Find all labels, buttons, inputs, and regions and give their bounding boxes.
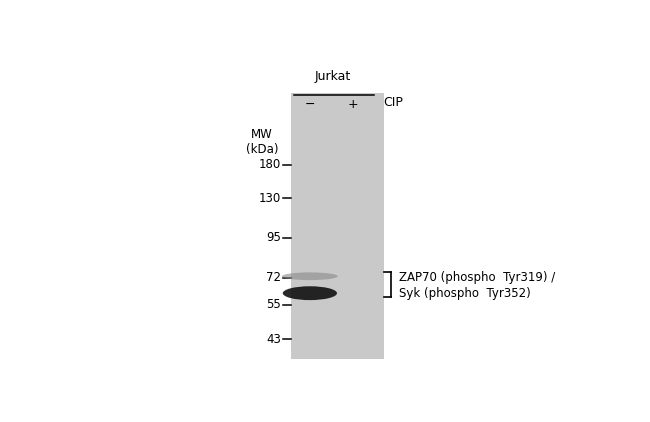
Text: CIP: CIP [384,97,404,109]
Text: ZAP70 (phospho  Tyr319) /: ZAP70 (phospho Tyr319) / [399,271,555,284]
Text: 43: 43 [266,333,281,346]
FancyBboxPatch shape [291,93,384,359]
Text: 72: 72 [266,271,281,284]
Ellipse shape [283,286,337,300]
Text: +: + [347,98,358,111]
Text: 95: 95 [266,231,281,244]
Text: 55: 55 [266,298,281,311]
Text: 180: 180 [259,158,281,171]
Text: MW
(kDa): MW (kDa) [246,127,278,156]
Text: −: − [305,98,315,111]
Text: Jurkat: Jurkat [315,70,351,83]
Text: Syk (phospho  Tyr352): Syk (phospho Tyr352) [399,287,531,300]
Ellipse shape [282,272,338,280]
Text: 130: 130 [259,192,281,205]
